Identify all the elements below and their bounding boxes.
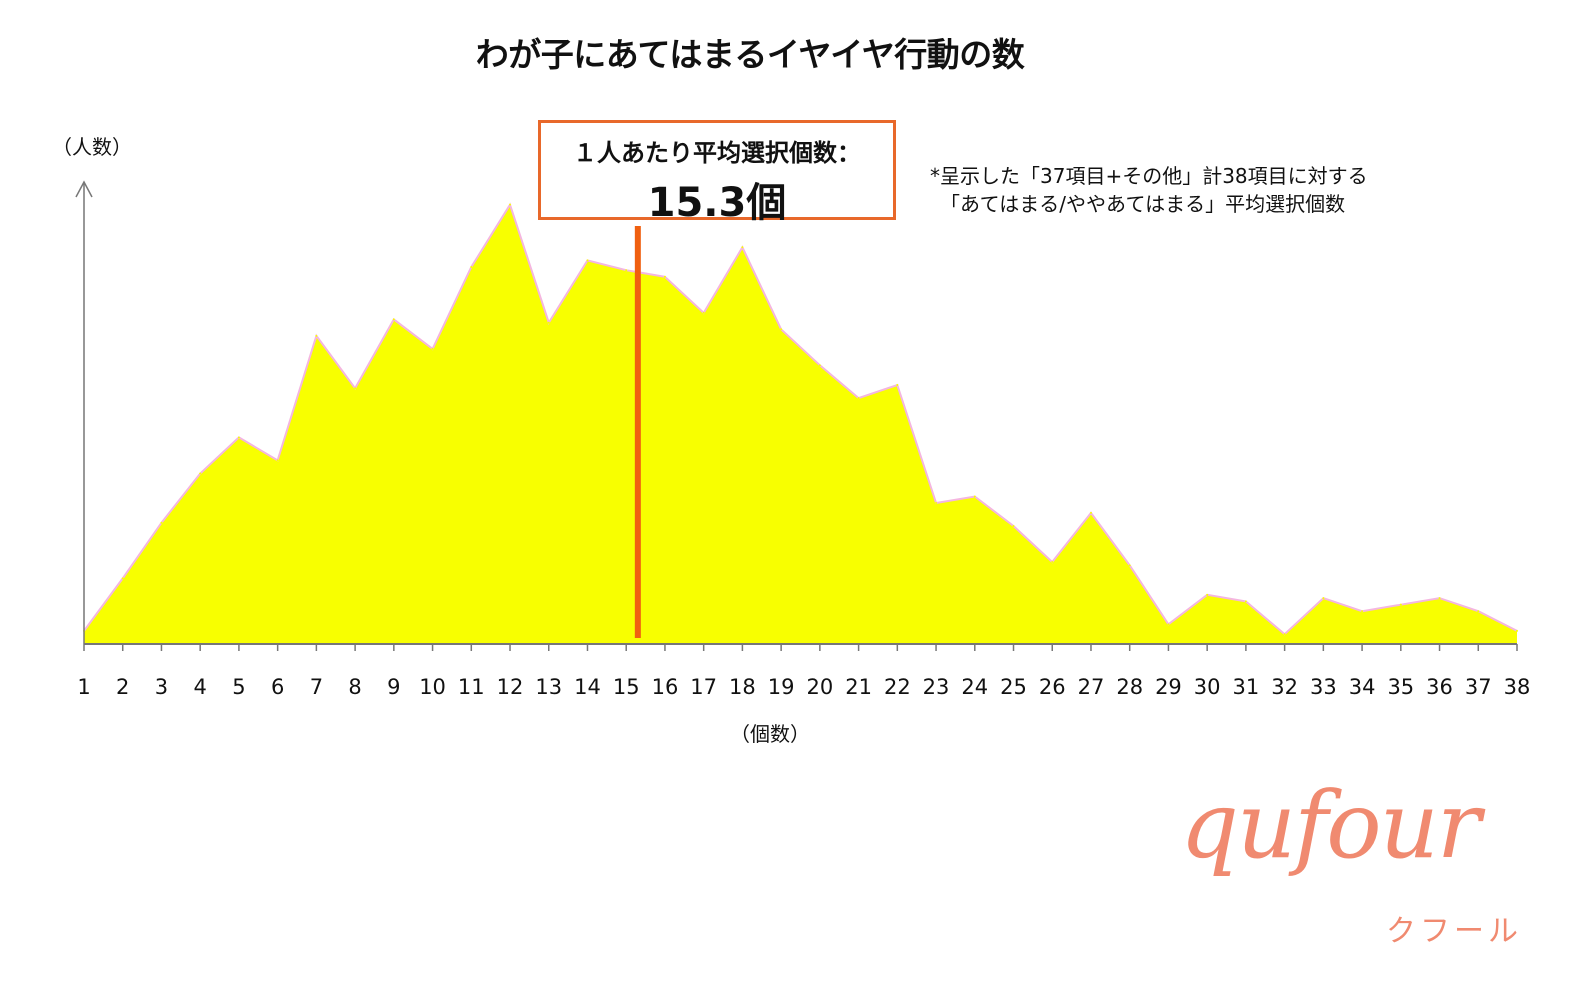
x-tick-label-32: 32 bbox=[1271, 675, 1298, 699]
data-point-3 bbox=[160, 521, 163, 524]
x-tick-label-8: 8 bbox=[348, 675, 361, 699]
x-tick-label-25: 25 bbox=[1000, 675, 1027, 699]
x-tick-label-13: 13 bbox=[535, 675, 562, 699]
x-tick-label-6: 6 bbox=[271, 675, 284, 699]
data-point-26 bbox=[1051, 561, 1054, 564]
data-point-33 bbox=[1322, 597, 1325, 600]
x-tick-label-1: 1 bbox=[77, 675, 90, 699]
data-point-36 bbox=[1438, 597, 1441, 600]
brand-logo: qufour クフール bbox=[1180, 780, 1540, 960]
data-point-5 bbox=[237, 436, 240, 439]
chart-title: わが子にあてはまるイヤイヤ行動の数 bbox=[475, 35, 1025, 74]
x-tick-label-17: 17 bbox=[690, 675, 717, 699]
x-tick-label-31: 31 bbox=[1233, 675, 1260, 699]
brand-logo-subtext: クフール bbox=[1386, 914, 1522, 949]
data-point-7 bbox=[315, 334, 318, 337]
y-axis-label: （人数） bbox=[52, 135, 132, 159]
x-tick-label-2: 2 bbox=[116, 675, 129, 699]
x-tick-label-10: 10 bbox=[419, 675, 446, 699]
data-point-22 bbox=[896, 383, 899, 386]
x-tick-label-18: 18 bbox=[729, 675, 756, 699]
data-point-24 bbox=[973, 495, 976, 498]
data-point-25 bbox=[1012, 524, 1015, 527]
data-point-32 bbox=[1283, 633, 1286, 636]
data-point-4 bbox=[199, 472, 202, 475]
area-fill bbox=[84, 204, 1517, 644]
x-tick-label-26: 26 bbox=[1039, 675, 1066, 699]
x-tick-label-28: 28 bbox=[1116, 675, 1143, 699]
average-value: 15.3個 bbox=[647, 180, 787, 226]
x-tick-label-24: 24 bbox=[961, 675, 988, 699]
x-tick-label-22: 22 bbox=[884, 675, 911, 699]
data-point-35 bbox=[1399, 603, 1402, 606]
data-point-15 bbox=[625, 269, 628, 272]
x-tick-label-20: 20 bbox=[806, 675, 833, 699]
data-point-38 bbox=[1516, 629, 1518, 632]
x-tick-label-29: 29 bbox=[1155, 675, 1182, 699]
data-point-2 bbox=[121, 577, 124, 580]
data-point-13 bbox=[547, 321, 550, 324]
x-tick-label-19: 19 bbox=[768, 675, 795, 699]
data-point-10 bbox=[431, 347, 434, 350]
x-tick-label-14: 14 bbox=[574, 675, 601, 699]
data-point-21 bbox=[857, 397, 860, 400]
y-axis-arrow-icon bbox=[75, 180, 93, 198]
data-point-27 bbox=[1089, 511, 1092, 514]
x-tick-label-4: 4 bbox=[194, 675, 207, 699]
average-callout-box: １人あたり平均選択個数： 15.3個 bbox=[538, 120, 896, 226]
footnote-line-2: 「あてはまる/ややあてはまる」平均選択個数 bbox=[940, 192, 1346, 216]
x-tick-label-33: 33 bbox=[1310, 675, 1337, 699]
x-tick-label-36: 36 bbox=[1426, 675, 1453, 699]
data-point-17 bbox=[702, 311, 705, 314]
data-point-20 bbox=[818, 364, 821, 367]
x-tick-label-15: 15 bbox=[613, 675, 640, 699]
data-point-16 bbox=[663, 275, 666, 278]
data-point-31 bbox=[1244, 600, 1247, 603]
x-tick-label-38: 38 bbox=[1504, 675, 1531, 699]
data-point-28 bbox=[1128, 564, 1131, 567]
x-tick-label-21: 21 bbox=[845, 675, 872, 699]
x-tick-label-27: 27 bbox=[1078, 675, 1105, 699]
x-tick-label-3: 3 bbox=[155, 675, 168, 699]
x-tick-label-7: 7 bbox=[310, 675, 323, 699]
data-point-23 bbox=[935, 502, 938, 505]
x-tick-label-23: 23 bbox=[923, 675, 950, 699]
data-point-8 bbox=[354, 387, 357, 390]
data-point-30 bbox=[1206, 593, 1209, 596]
x-axis-label: （個数） bbox=[730, 722, 810, 746]
average-label: １人あたり平均選択個数： bbox=[573, 139, 861, 167]
data-point-34 bbox=[1361, 610, 1364, 613]
x-tick-label-11: 11 bbox=[458, 675, 485, 699]
footnote: *呈示した「37項目+その他」計38項目に対する 「あてはまる/ややあてはまる」… bbox=[930, 162, 1368, 218]
x-tick-label-30: 30 bbox=[1194, 675, 1221, 699]
x-tick-label-5: 5 bbox=[232, 675, 245, 699]
data-point-18 bbox=[741, 246, 744, 249]
footnote-line-1: *呈示した「37項目+その他」計38項目に対する bbox=[930, 164, 1368, 188]
x-tick-label-34: 34 bbox=[1349, 675, 1376, 699]
data-point-6 bbox=[276, 459, 279, 462]
x-tick-label-35: 35 bbox=[1387, 675, 1414, 699]
data-point-29 bbox=[1167, 623, 1170, 626]
x-tick-label-12: 12 bbox=[497, 675, 524, 699]
data-point-9 bbox=[392, 318, 395, 321]
area-outline bbox=[83, 202, 1518, 636]
brand-logo-mark: qufour bbox=[1180, 772, 1481, 879]
data-point-19 bbox=[780, 328, 783, 331]
data-point-12 bbox=[509, 203, 512, 206]
x-tick-label-37: 37 bbox=[1465, 675, 1492, 699]
data-point-14 bbox=[586, 259, 589, 262]
x-tick-label-9: 9 bbox=[387, 675, 400, 699]
data-point-37 bbox=[1477, 610, 1480, 613]
x-tick-label-16: 16 bbox=[652, 675, 679, 699]
data-point-11 bbox=[470, 265, 473, 268]
